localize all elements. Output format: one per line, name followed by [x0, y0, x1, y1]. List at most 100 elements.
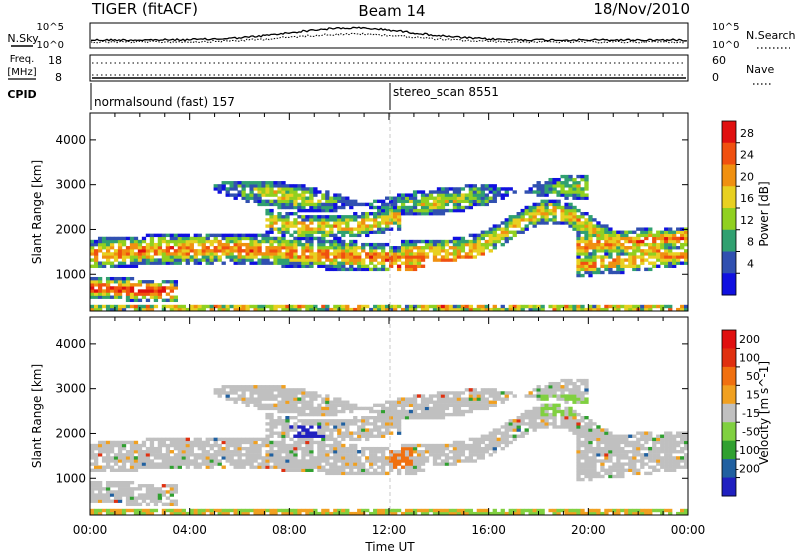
power-cell [193, 249, 198, 253]
velocity-cell [233, 443, 238, 448]
power-cell [532, 307, 537, 312]
velocity-cell [588, 431, 593, 435]
power-cell [165, 252, 171, 256]
velocity-cell [668, 431, 673, 435]
velocity-cell [205, 508, 210, 513]
velocity-cell [257, 450, 262, 454]
velocity-cell [584, 440, 589, 445]
velocity-cell [197, 508, 202, 513]
velocity-cell [329, 406, 334, 411]
velocity-cell [241, 385, 246, 389]
power-cell [680, 304, 685, 309]
velocity-cell [269, 453, 274, 457]
power-cell [373, 264, 378, 268]
power-cell [385, 224, 390, 228]
power-cell [169, 239, 175, 244]
velocity-cell [616, 437, 621, 442]
power-cell [620, 242, 625, 247]
velocity-cell [213, 456, 218, 460]
power-cell [133, 264, 139, 268]
velocity-cell [225, 453, 230, 457]
velocity-cell [592, 431, 597, 435]
power-cell [97, 283, 103, 287]
velocity-cell [209, 437, 214, 442]
power-cell [265, 190, 270, 194]
colorbar-tick-label: 15 [746, 389, 760, 402]
power-cell [656, 230, 661, 234]
velocity-cell [109, 493, 115, 497]
velocity-cell [105, 508, 111, 513]
power-cell [101, 264, 107, 268]
velocity-cell [105, 446, 111, 451]
power-cell [400, 208, 406, 213]
power-cell [265, 261, 270, 265]
velocity-cell [309, 422, 314, 426]
power-cell [169, 280, 175, 284]
velocity-cell [313, 397, 318, 401]
power-cell [269, 212, 274, 216]
power-cell [321, 233, 326, 238]
power-cell [408, 193, 414, 197]
power-cell [317, 264, 322, 268]
power-cell [173, 236, 179, 241]
power-cell [301, 249, 306, 253]
power-cell [412, 190, 418, 194]
velocity-cell [225, 456, 230, 460]
velocity-cell [552, 511, 557, 516]
velocity-cell [197, 511, 202, 516]
power-cell [684, 258, 689, 262]
power-cell [333, 246, 338, 250]
velocity-cell [237, 453, 242, 457]
power-cell [452, 202, 458, 207]
power-cell [121, 286, 127, 290]
power-cell [381, 215, 386, 219]
power-cell [648, 304, 653, 309]
velocity-cell [121, 511, 127, 516]
velocity-cell [416, 459, 422, 463]
power-cell [464, 193, 470, 197]
power-cell [676, 307, 681, 312]
power-cell [245, 196, 250, 200]
power-cell [444, 258, 450, 262]
velocity-cell [560, 391, 565, 395]
velocity-cell [333, 412, 338, 417]
velocity-cell [353, 459, 358, 463]
power-cell [329, 246, 334, 250]
power-cell [604, 224, 609, 228]
velocity-ylabel: Slant Range [km] [30, 364, 44, 468]
velocity-cell [492, 391, 497, 395]
velocity-cell [588, 511, 593, 516]
power-cell [90, 249, 95, 253]
power-cell [592, 307, 597, 312]
velocity-cell [404, 450, 410, 454]
power-cell [536, 208, 541, 213]
power-cell [385, 218, 390, 222]
velocity-cell [269, 434, 274, 438]
power-cell [245, 181, 250, 185]
power-cell [117, 236, 123, 241]
velocity-cell [464, 388, 470, 392]
power-cell [129, 304, 135, 309]
power-cell [676, 230, 681, 234]
velocity-cell [293, 459, 298, 463]
power-cell [281, 239, 286, 244]
power-cell [225, 236, 230, 241]
power-cell [153, 249, 159, 253]
velocity-cell [317, 434, 322, 438]
power-cell [448, 239, 454, 244]
power-cell [640, 304, 645, 309]
power-cell [532, 221, 537, 225]
power-cell [676, 239, 681, 244]
power-cell [309, 236, 314, 241]
power-cell [648, 267, 653, 272]
velocity-cell [412, 416, 418, 420]
velocity-cell [345, 508, 350, 513]
power-cell [173, 304, 179, 309]
power-cell [452, 242, 458, 247]
velocity-cell [165, 496, 171, 500]
power-cell [349, 258, 354, 262]
velocity-cell [265, 391, 270, 395]
power-cell [149, 307, 155, 312]
velocity-cell [381, 412, 386, 417]
